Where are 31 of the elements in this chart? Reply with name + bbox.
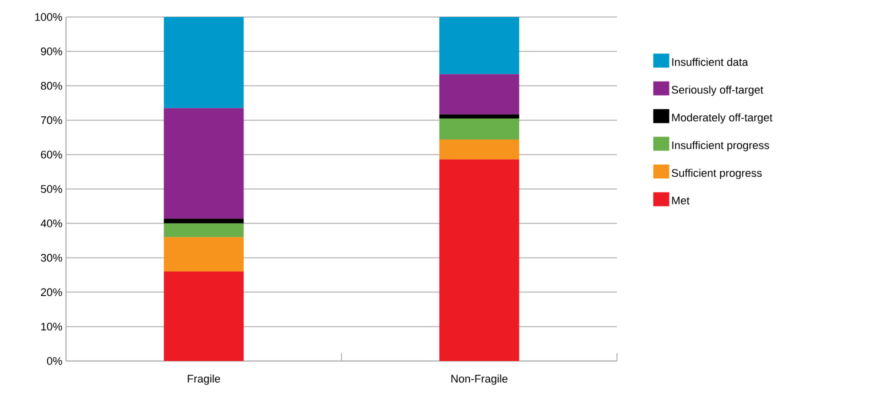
y-tick-label: 40% [40, 220, 62, 228]
legend-label: Insufficient progress [672, 141, 770, 152]
legend-label: Moderately off-target [672, 113, 772, 124]
bar [439, 159, 520, 361]
bar [164, 108, 244, 219]
bar [439, 16, 520, 74]
bar [439, 114, 520, 118]
y-tick-label: 90% [40, 48, 62, 56]
bar [164, 272, 244, 361]
y-tick-label: 50% [40, 185, 62, 193]
y-tick-label: 0% [47, 357, 62, 365]
y-tick-label: 60% [41, 150, 62, 158]
bar [164, 223, 244, 238]
bar [164, 218, 244, 224]
legend-label: Sufficient progress [672, 168, 762, 180]
y-tick-label: 70% [41, 116, 62, 124]
y-tick-label: 10% [41, 322, 62, 330]
x-tick-label: Fragile [188, 374, 220, 385]
bar [439, 74, 520, 114]
legend-label: Insufficient data [672, 58, 748, 66]
bar [164, 237, 244, 272]
legend-label: Seriously off-target [672, 86, 764, 96]
bar [439, 139, 520, 160]
bar [439, 118, 520, 140]
legend-label: Met [672, 196, 690, 204]
y-tick-label: 80% [40, 82, 62, 90]
y-tick-label: 30% [40, 254, 62, 262]
bar [164, 16, 244, 108]
y-tick-label: 100% [35, 13, 62, 21]
y-tick-label: 20% [41, 288, 62, 296]
x-tick-label: Non-Fragile [451, 374, 508, 385]
